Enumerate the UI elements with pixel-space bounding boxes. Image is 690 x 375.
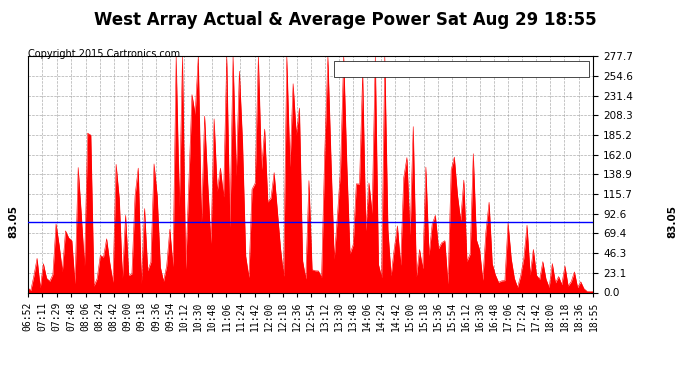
- Text: West Array Actual & Average Power Sat Aug 29 18:55: West Array Actual & Average Power Sat Au…: [94, 11, 596, 29]
- Legend: Average  (DC Watts), West Array  (DC Watts): Average (DC Watts), West Array (DC Watts…: [334, 61, 589, 77]
- Text: 83.05: 83.05: [667, 206, 677, 238]
- Text: Copyright 2015 Cartronics.com: Copyright 2015 Cartronics.com: [28, 49, 179, 59]
- Text: 83.05: 83.05: [8, 206, 19, 238]
